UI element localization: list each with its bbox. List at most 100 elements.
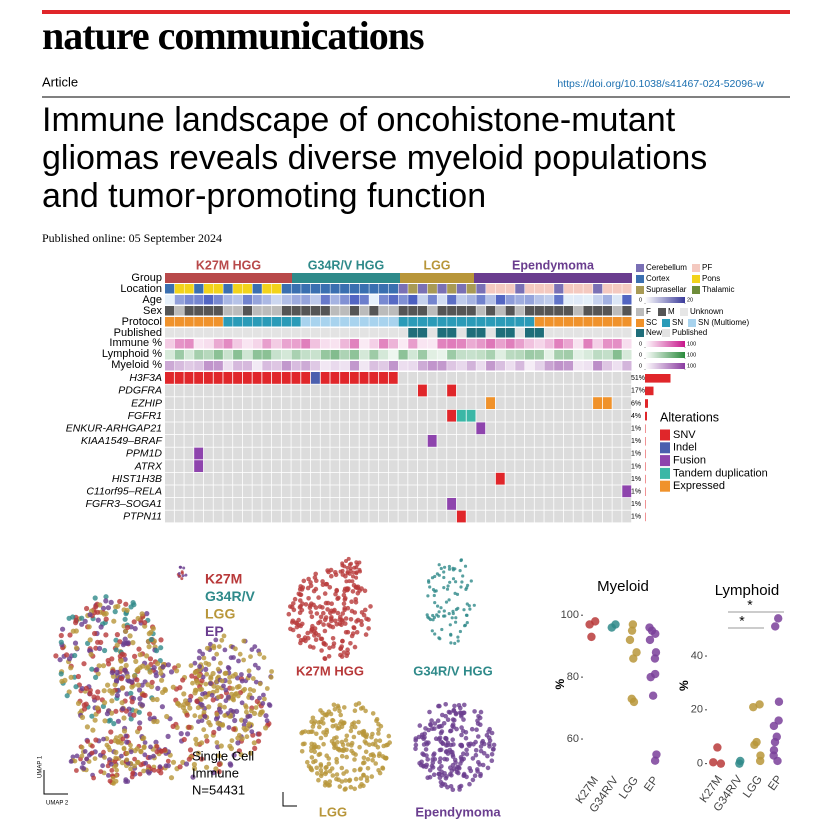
legend-label: New [646,328,662,337]
doi[interactable]: https://doi.org/10.1038/s41467-024-52096… [557,78,764,90]
umap-cell [413,746,418,752]
anno-cell [194,328,204,338]
umap-cell [162,747,168,753]
alteration-cell [515,498,525,510]
anno-cell [194,350,204,360]
alteration-cell [281,409,291,422]
alteration-cell [437,435,447,447]
umap-cell [188,663,194,668]
legend-swatch [636,286,644,294]
umap-cell [481,751,487,756]
umap-cell [485,753,490,759]
umap-cell [180,677,186,683]
umap-cell [472,603,476,607]
anno-cell [612,317,622,327]
alteration-cell [486,422,495,435]
umap-cell [221,683,226,689]
anno-cell [583,295,593,305]
umap-cell [348,784,354,790]
umap-cell [83,685,89,691]
alteration-cell [233,397,243,409]
anno-cell [583,284,593,294]
alteration-cell [408,510,418,523]
umap-cell [79,753,85,759]
umap-cell [427,774,433,780]
alteration-cell [524,447,534,460]
alteration-cell [359,498,369,510]
alteration-cell [379,397,388,409]
alteration-cell [203,372,213,384]
title-line: and tumor-promoting function [42,177,486,215]
alteration-cell [340,409,350,422]
alteration-cell [515,372,525,384]
anno-cell [593,350,603,360]
anno-cell [340,295,350,305]
frequency-bar [645,500,646,509]
legend-label: Indel [673,442,697,454]
umap-cell [125,779,131,784]
anno-cell [544,295,554,305]
umap-cell [220,723,226,728]
umap-cell [92,756,98,761]
umap-cell [339,739,345,745]
alteration-cell [369,435,379,447]
umap-cell [211,656,217,661]
umap-cell [131,673,138,679]
alteration-cell [524,384,534,397]
alteration-cell [310,372,320,384]
umap-cell [378,723,384,729]
umap-cell [123,628,129,634]
alteration-cell [369,447,379,460]
scale-label: 100 [687,363,696,369]
alteration-cell [379,485,388,498]
frequency-bar [645,487,646,496]
umap-cell [74,753,80,759]
umap-cell [442,609,446,613]
alteration-cell [281,435,291,447]
umap-cell [366,617,371,622]
umap-cell [203,694,209,700]
alteration-cell [612,422,622,435]
alteration-cell [379,510,388,523]
umap-cell [85,739,91,744]
umap-cell [454,616,458,620]
alteration-cell [544,372,554,384]
umap-cell [472,773,478,778]
anno-cell [174,339,184,349]
umap-cell [109,710,115,716]
anno-cell [174,328,184,338]
legend-swatch [660,455,670,467]
umap-cell [339,654,345,659]
umap-cell [313,637,319,642]
anno-cell [612,350,622,360]
alteration-cell [466,460,476,472]
umap-cell [386,733,392,739]
alteration-cell [184,409,194,422]
umap-cell [213,716,220,722]
umap-cell [235,735,241,741]
alteration-cell [340,447,350,460]
alteration-cell [437,460,447,472]
alteration-cell [388,422,398,435]
alteration-cell [417,472,427,485]
alteration-cell [486,372,495,384]
alteration-cell [398,472,408,485]
umap-cell [211,643,217,649]
umap-cell [355,562,360,567]
alteration-cell [476,460,486,472]
legend-label: Published [672,328,707,337]
alteration-cell [359,435,369,447]
umap-cell [300,741,306,747]
umap-cell [250,676,256,681]
alteration-cell [223,397,233,409]
umap-cell [491,746,496,752]
umap-cell [438,637,442,641]
umap-cell [81,702,87,708]
frequency-bar [645,424,646,433]
anno-cell [408,339,418,349]
anno-cell [291,361,301,371]
umap-cell [290,627,296,633]
alteration-cell [583,409,593,422]
anno-cell [165,317,175,327]
umap-cell [269,669,274,674]
